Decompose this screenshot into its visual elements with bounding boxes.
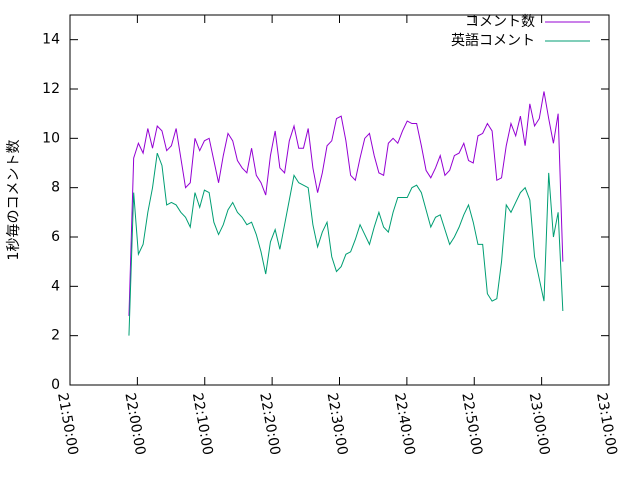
x-tick-label: 23:00:00 [526,392,553,457]
series-line [128,152,564,336]
x-tick-label: 22:50:00 [458,392,485,457]
y-tick-label: 6 [51,229,60,245]
x-tick-label: 22:40:00 [391,392,418,457]
y-tick-label: 0 [51,377,60,393]
legend-label: コメント数 [465,14,535,30]
y-tick-label: 12 [42,81,60,97]
x-tick-label: 23:10:00 [593,392,620,457]
x-tick-label: 22:10:00 [189,392,216,457]
y-axis-label: 1秒毎のコメント数 [6,140,22,261]
y-tick-label: 2 [51,328,60,344]
x-tick-label: 22:30:00 [324,392,351,457]
legend-label: 英語コメント [451,32,535,49]
plot-frame [69,14,610,386]
x-tick-label: 22:00:00 [121,392,148,457]
x-tick-label: 22:20:00 [256,392,283,457]
x-tick-label: 21:50:00 [54,392,81,457]
y-tick-label: 4 [51,278,60,294]
series-line [128,91,564,316]
y-tick-label: 14 [42,32,60,48]
y-tick-label: 8 [51,180,60,196]
y-tick-label: 10 [42,130,60,146]
